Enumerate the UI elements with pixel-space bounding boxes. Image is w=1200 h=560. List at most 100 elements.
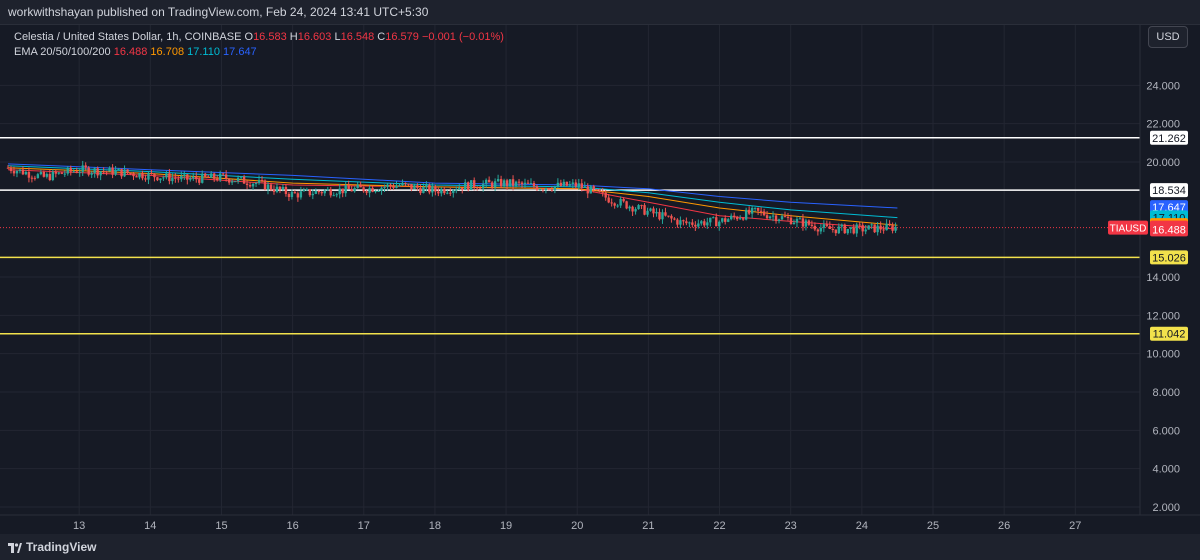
- candle-body: [422, 186, 425, 194]
- candle-body: [120, 168, 123, 177]
- symbol-title[interactable]: Celestia / United States Dollar, 1h, COI…: [14, 31, 242, 43]
- candle-body: [129, 173, 132, 175]
- currency-button[interactable]: USD: [1148, 26, 1188, 48]
- candle-body: [750, 207, 754, 214]
- candle-body: [159, 178, 162, 181]
- price-tag-bg: [1150, 222, 1188, 237]
- candle-body: [18, 169, 22, 172]
- candle-body: [559, 182, 563, 186]
- level-tag-bg: [1150, 326, 1188, 341]
- candle-body: [762, 211, 766, 216]
- candle-body: [227, 178, 231, 183]
- candle-body: [443, 188, 446, 194]
- candle-body: [798, 218, 802, 220]
- candle-body: [93, 168, 96, 174]
- candle-body: [526, 182, 530, 184]
- ema20-value: 16.488: [113, 46, 148, 58]
- candle-body: [613, 203, 616, 206]
- candle-body: [831, 228, 835, 230]
- candle-body: [123, 169, 126, 177]
- candle-body: [517, 181, 521, 183]
- candle-body: [801, 218, 805, 227]
- tradingview-logo[interactable]: TradingView: [8, 534, 96, 560]
- candle-body: [440, 188, 443, 194]
- candle-body: [601, 191, 604, 193]
- candle-body: [586, 186, 589, 194]
- candle-body: [99, 171, 102, 176]
- candle-body: [655, 211, 658, 214]
- candle-body: [251, 183, 255, 187]
- candle-body: [356, 184, 359, 189]
- candle-body: [437, 191, 440, 194]
- ohlc-open: O16.583: [244, 31, 287, 43]
- candle-body: [248, 185, 252, 187]
- candle-body: [858, 224, 861, 226]
- candle-body: [732, 215, 736, 218]
- candle-body: [562, 181, 566, 186]
- time-tick-label: 13: [73, 520, 85, 532]
- footer: TradingView: [0, 534, 1200, 560]
- candle-body: [688, 222, 691, 224]
- candle-body: [508, 179, 512, 186]
- candle-body: [275, 186, 279, 192]
- publish-header: workwithshayan published on TradingView.…: [0, 0, 1200, 24]
- candle-body: [395, 185, 398, 188]
- level-tag: 15.026: [1152, 252, 1186, 264]
- candle-body: [33, 177, 37, 179]
- candle-body: [658, 211, 661, 220]
- candle-body: [266, 184, 270, 190]
- candle-body: [260, 180, 264, 182]
- candle-body: [541, 189, 545, 191]
- time-tick-label: 26: [998, 520, 1010, 532]
- symbol-tag: TIAUSD: [1110, 224, 1147, 235]
- candle-body: [595, 189, 598, 191]
- candle-body: [473, 180, 476, 188]
- candle-body: [523, 182, 527, 185]
- ema-label[interactable]: EMA 20/50/100/200: [14, 46, 111, 58]
- candle-body: [36, 174, 40, 178]
- candle-body: [894, 226, 897, 231]
- candle-body: [777, 219, 781, 222]
- candle-body: [535, 186, 539, 190]
- candle-body: [401, 182, 404, 186]
- candle-body: [458, 187, 461, 190]
- candle-body: [634, 209, 637, 212]
- publish-text: workwithshayan published on TradingView.…: [8, 5, 429, 19]
- level-tag-bg: [1150, 250, 1188, 265]
- candle-body: [84, 165, 87, 168]
- candle-body: [39, 171, 43, 175]
- price-tick-label: 6.000: [1152, 425, 1180, 437]
- candle-body: [407, 183, 410, 185]
- candle-body: [174, 177, 177, 179]
- candle-body: [622, 199, 625, 202]
- price-axis: 24.000 22.000 20.000 14.000 12.000 10.000 8.00…: [1146, 80, 1180, 514]
- candle-body: [511, 179, 515, 186]
- candle-body: [789, 217, 793, 225]
- chart-area[interactable]: 24.000 22.000 20.000 14.000 12.000 10.000 8.00…: [0, 24, 1200, 535]
- candle-body: [873, 224, 876, 233]
- candle-body: [180, 176, 183, 180]
- candle-body: [452, 190, 455, 194]
- candle-body: [347, 185, 350, 189]
- candle-body: [332, 195, 335, 197]
- candle-body: [706, 222, 709, 226]
- symbol-tag-bg: [1108, 220, 1148, 235]
- candle-body: [837, 226, 840, 234]
- candle-body: [12, 171, 16, 174]
- candle-body: [290, 192, 294, 197]
- candle-body: [846, 228, 849, 234]
- candle-body: [774, 215, 778, 222]
- price-chart[interactable]: 24.000 22.000 20.000 14.000 12.000 10.000 8.00…: [0, 25, 1200, 535]
- candle-body: [520, 182, 524, 185]
- candle-body: [879, 225, 882, 230]
- candle-body: [299, 191, 303, 198]
- candle-body: [224, 174, 228, 179]
- candle-body: [765, 215, 769, 219]
- candle-body: [75, 171, 78, 173]
- candle-body: [434, 186, 437, 192]
- candle-body: [825, 224, 829, 227]
- candle-body: [673, 218, 676, 220]
- candle-body: [484, 179, 488, 184]
- candle-body: [756, 207, 760, 211]
- candle-body: [475, 187, 479, 189]
